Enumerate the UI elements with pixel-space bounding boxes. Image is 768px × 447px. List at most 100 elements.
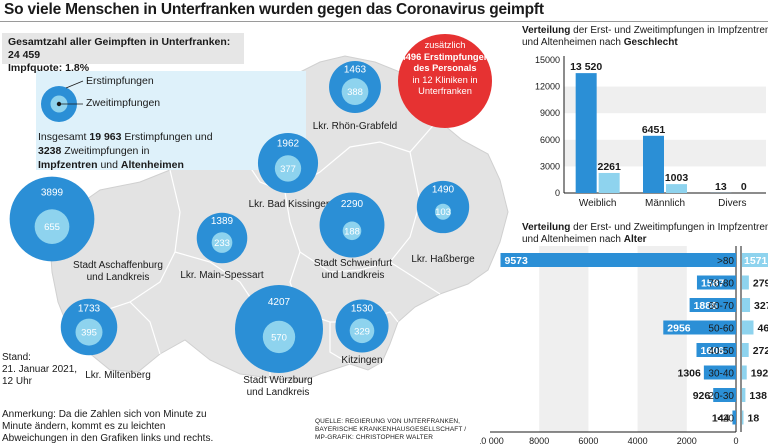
region-first-value: 3899	[41, 188, 64, 199]
bar-second	[742, 343, 749, 357]
source-line2: BAYERISCHE KRANKENHAUSGESELLSCHAFT /	[315, 426, 467, 433]
note-line3: Abweichungen in den Grafiken links und r…	[2, 433, 214, 444]
legend-total-first-suffix: Erstimpfungen und	[124, 131, 213, 143]
bar-value-label: 1003	[665, 172, 689, 184]
bar-second-value: 192	[751, 368, 768, 380]
region-second-bubble	[75, 318, 103, 346]
age-title-rest1: der Erst- und Zweitimpfungen in Impfzent…	[570, 222, 768, 233]
age-title-bold2: Alter	[623, 234, 647, 245]
grid-band	[564, 86, 766, 114]
region-name: Lkr. Rhön-Grabfeld	[313, 121, 398, 132]
x-tick-label: 10 000	[480, 436, 504, 446]
bar-first-value: 1606	[700, 345, 724, 357]
legend-total-prefix: Insgesamt	[38, 131, 87, 143]
bar-second-value: 18	[748, 413, 760, 425]
region-bubbles: 1463 388 Lkr. Rhön-Grabfeld 1962 377 Lkr. Bad…	[9, 61, 475, 398]
grid-band	[564, 113, 766, 140]
bar-second-value: 467	[757, 323, 768, 335]
region-name: Lkr. Miltenberg	[85, 370, 151, 381]
region-second-bubble	[274, 155, 302, 182]
bar-value-label: 13 520	[570, 61, 602, 73]
age-title-rest2: und Altenheimen nach	[522, 234, 624, 245]
region-second-value: 395	[81, 328, 97, 339]
legend-first-label: Erstimpfungen	[86, 75, 154, 87]
x-category-label: Divers	[718, 198, 746, 209]
bar-value-label: 2261	[597, 161, 621, 173]
y-tick-label: 15000	[535, 55, 560, 65]
bar-second-value: 272	[753, 345, 768, 357]
grid-band	[637, 246, 687, 432]
region-first-value: 4207	[268, 297, 291, 308]
region-second-value: 377	[280, 164, 296, 175]
y-category-label: 40-50	[708, 346, 734, 357]
region-name: Stadt Würzburg	[243, 375, 312, 386]
stand-line3: 12 Uhr	[2, 376, 33, 387]
legend-second-label: Zweitimpfungen	[86, 97, 161, 109]
bar-second	[742, 298, 751, 312]
grid-band	[564, 60, 766, 87]
staff-circle	[398, 34, 492, 128]
region-second-value: 388	[347, 87, 363, 98]
bar-second	[598, 172, 620, 193]
region-name: Stadt Schweinfurt	[314, 258, 393, 269]
staff-note: zusätzlich 4496 Erstimpfungen des Person…	[396, 40, 494, 98]
y-tick-label: 0	[555, 188, 560, 198]
gender-title-bold1: Verteilung	[522, 25, 571, 36]
bar-value-label: 6451	[642, 124, 666, 136]
region-name: Lkr. Bad Kissingen	[249, 199, 332, 210]
y-category-label: 50-60	[708, 324, 734, 335]
bar-second-value: 138	[749, 390, 767, 402]
region-first-value: 1490	[432, 185, 455, 196]
region-second-value: 103	[435, 207, 451, 218]
region-first-value: 1463	[344, 65, 367, 76]
bar-second-value: 327	[754, 300, 768, 312]
region-name: und Landkreis	[87, 272, 150, 283]
gender-title-rest1: der Erst- und Zweitimpfungen in Impfzent…	[570, 25, 768, 36]
region-name: Kitzingen	[341, 355, 382, 366]
staff-note-line2: 4496 Erstimpfungen	[400, 51, 490, 62]
bar-second	[742, 410, 744, 425]
source-block: QUELLE: REGIERUNG VON UNTERFRANKEN, BAYE…	[315, 418, 466, 442]
gender-title-rest2: und Altenheimen nach	[522, 37, 624, 48]
bar-first	[500, 253, 736, 267]
staff-note-line5: Unterfranken	[418, 86, 472, 96]
region-map	[49, 55, 509, 383]
grid-band	[564, 139, 766, 167]
legend-total-first: 19 963	[89, 131, 122, 143]
region-second-bubble	[262, 320, 296, 354]
age-chart-title: Verteilung der Erst- und Zweitimpfungen …	[522, 222, 768, 246]
gender-chart: 0 3000 6000 9000 12000 15000 13 520 2261 Weiblic…	[535, 55, 766, 209]
y-category-label: >80	[717, 256, 734, 267]
bar-first	[689, 298, 736, 312]
x-tick-label: 8000	[529, 436, 549, 446]
x-category-label: Weiblich	[579, 198, 617, 209]
grid-band	[564, 166, 766, 193]
y-tick-label: 9000	[540, 108, 560, 118]
legend-total-text: Insgesamt 19 963 Erstimpfungen und 3238 …	[38, 130, 213, 172]
gender-chart-title: Verteilung der Erst- und Zweitimpfungen …	[522, 25, 768, 49]
age-chart: 10 000 8000 6000 4000 2000 0 9573 >80 1571 158770…	[480, 246, 768, 446]
bar-first	[696, 343, 736, 357]
region-second-bubble	[435, 203, 451, 220]
bar-value-label: 13	[715, 181, 727, 193]
legend-total-place1: Impfzentren	[38, 159, 98, 171]
note-line1: Anmerkung: Da die Zahlen sich von Minute…	[2, 409, 207, 420]
staff-note-line1: zusätzlich	[424, 40, 466, 50]
summary-box: Gesamtzahl aller Geimpften in Unterfrank…	[2, 33, 244, 74]
grid-band	[539, 246, 589, 432]
stand-line2: 21. Januar 2021,	[2, 364, 78, 375]
gender-title-bold2: Geschlecht	[623, 37, 678, 48]
region-second-bubble	[349, 318, 375, 344]
region-second-value: 329	[354, 326, 370, 337]
region-name: Stadt Aschaffenburg	[73, 260, 163, 271]
region-name: Lkr. Haßberge	[411, 254, 475, 265]
region-second-bubble	[34, 209, 70, 244]
region-second-value: 233	[214, 238, 230, 249]
bar-value-label: 0	[741, 181, 747, 193]
legend-total-second: 3238	[38, 145, 62, 157]
x-tick-label: 4000	[628, 436, 648, 446]
bar-first	[575, 73, 597, 193]
bar-second-value: 279	[753, 278, 768, 290]
region-second-bubble	[342, 221, 362, 241]
bar-second	[742, 365, 747, 380]
